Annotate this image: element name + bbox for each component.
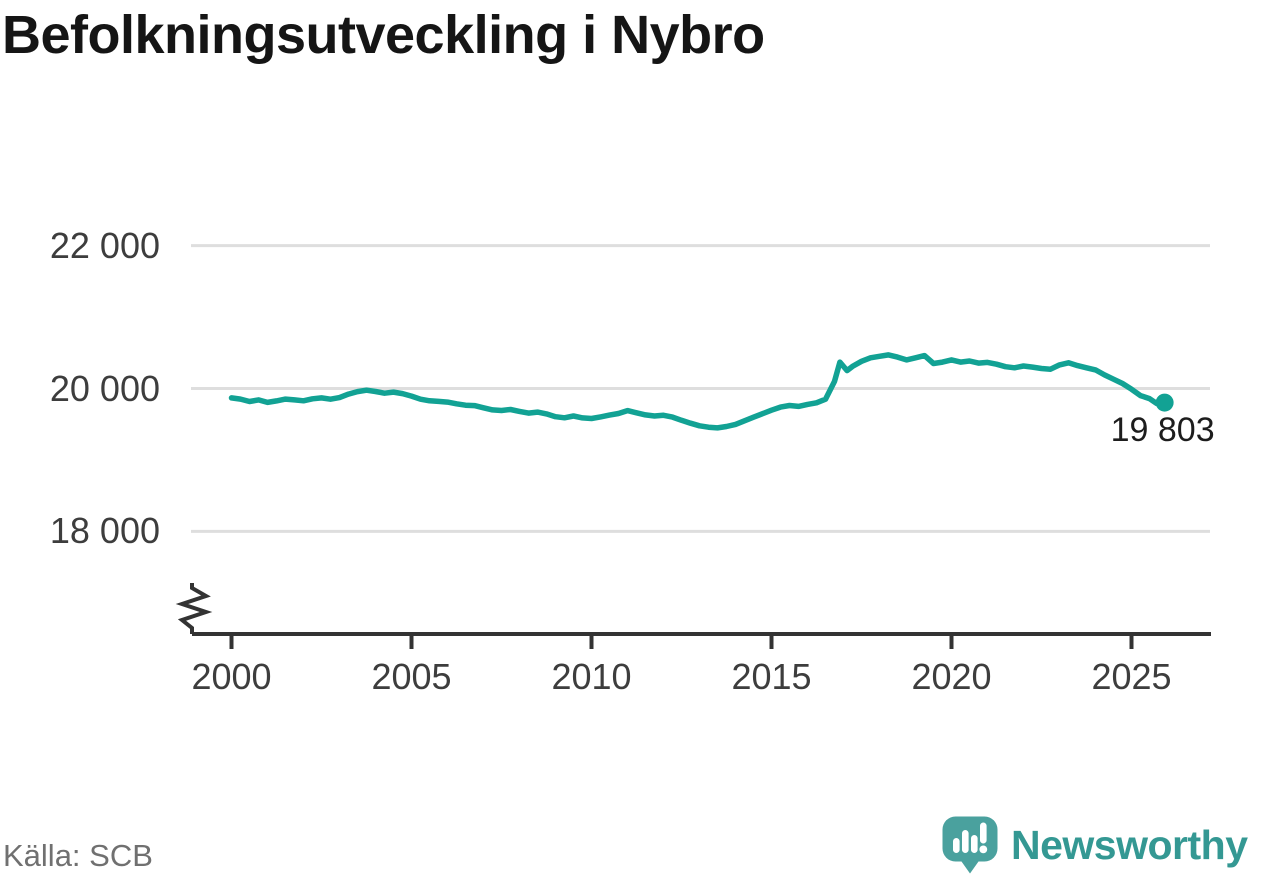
newsworthy-logo-icon xyxy=(942,816,998,874)
population-line xyxy=(228,352,1168,431)
gridlines xyxy=(191,244,1210,533)
end-value-label: 19 803 xyxy=(1110,410,1215,449)
x-axis-tick-label: 2000 xyxy=(191,656,272,697)
x-axis-tick-label: 2020 xyxy=(911,656,992,697)
x-axis-tick-label: 2010 xyxy=(551,656,632,697)
x-axis-tick-label: 2005 xyxy=(371,656,452,697)
y-axis-tick-label: 22 000 xyxy=(49,224,160,266)
source-note: Källa: SCB xyxy=(3,838,153,873)
x-axis-tick-label: 2015 xyxy=(731,656,812,697)
y-axis-break-icon xyxy=(175,583,213,634)
chart-title: Befolkningsutveckling i Nybro xyxy=(2,5,765,65)
x-axis-ticks xyxy=(229,634,1134,649)
newsworthy-logo: Newsworthy xyxy=(942,816,1248,874)
y-axis-tick-label: 20 000 xyxy=(49,367,160,409)
y-axis-tick-label: 18 000 xyxy=(49,510,160,552)
line-endpoint-dot xyxy=(1155,393,1174,412)
x-axis-tick-label: 2025 xyxy=(1091,656,1172,697)
newsworthy-wordmark: Newsworthy xyxy=(1011,822,1248,868)
